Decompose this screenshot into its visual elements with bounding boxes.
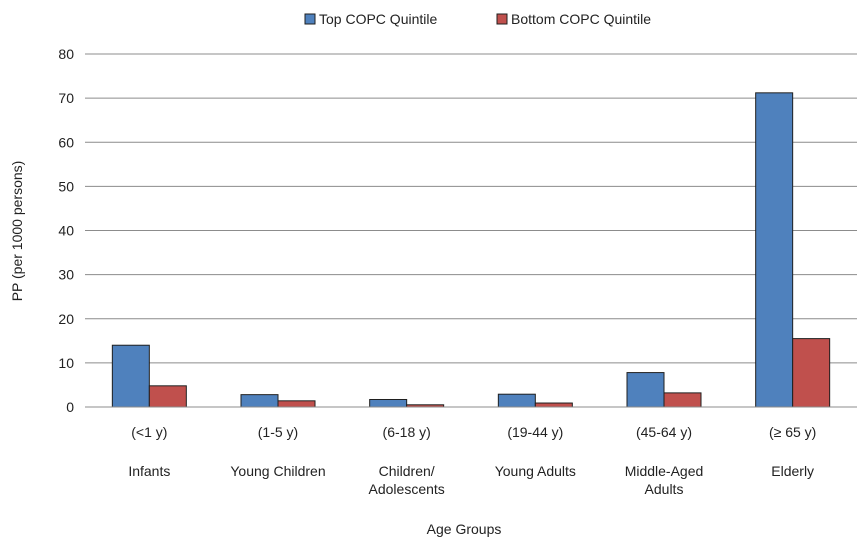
y-axis-ticks: 0 10 20 30 40 50 60 70 80 — [58, 46, 74, 415]
y-tick-label: 0 — [66, 399, 74, 415]
x-category-name: Elderly — [771, 463, 814, 479]
bar-top-quintile — [369, 398, 408, 408]
bar-top-quintile — [240, 394, 279, 408]
x-category-name: Young Adults — [495, 463, 576, 479]
y-axis-title: PP (per 1000 persons) — [9, 161, 25, 302]
x-category-name: Adults — [645, 481, 684, 497]
bar-top-quintile — [755, 92, 794, 408]
x-category-range: (45-64 y) — [636, 424, 692, 440]
legend-label: Bottom COPC Quintile — [511, 11, 651, 27]
bar-bottom-quintile — [148, 385, 187, 408]
bars — [111, 92, 831, 408]
x-axis-categories: (<1 y) Infants (1-5 y) Young Children (6-18 … — [128, 424, 816, 497]
bar-bottom-quintile — [792, 338, 831, 408]
x-category-range: (1-5 y) — [258, 424, 298, 440]
y-tick-label: 30 — [58, 267, 74, 283]
bar-top-quintile — [626, 372, 665, 408]
y-tick-label: 60 — [58, 134, 74, 150]
bar-bottom-quintile — [277, 400, 316, 408]
x-category-name: Children/ — [379, 463, 435, 479]
x-category-range: (≥ 65 y) — [769, 424, 816, 440]
y-tick-label: 80 — [58, 46, 74, 62]
x-category-name: Infants — [128, 463, 170, 479]
y-tick-label: 10 — [58, 355, 74, 371]
x-axis-title: Age Groups — [427, 521, 502, 537]
y-tick-label: 50 — [58, 178, 74, 194]
legend: Top COPC Quintile Bottom COPC Quintile — [304, 11, 651, 27]
y-tick-label: 40 — [58, 223, 74, 239]
gridlines — [85, 53, 857, 364]
x-category-name: Adolescents — [369, 481, 445, 497]
x-category-range: (6-18 y) — [383, 424, 431, 440]
legend-label: Top COPC Quintile — [319, 11, 437, 27]
bar-top-quintile — [497, 393, 536, 408]
y-tick-label: 70 — [58, 90, 74, 106]
legend-swatch — [304, 13, 316, 25]
x-category-range: (19-44 y) — [507, 424, 563, 440]
bar-bottom-quintile — [534, 402, 573, 408]
bar-top-quintile — [111, 344, 150, 408]
x-category-name: Young Children — [230, 463, 325, 479]
x-category-name: Middle-Aged — [625, 463, 704, 479]
bar-bottom-quintile — [663, 392, 702, 408]
x-category-range: (<1 y) — [131, 424, 167, 440]
legend-swatch — [496, 13, 508, 25]
y-tick-label: 20 — [58, 311, 74, 327]
